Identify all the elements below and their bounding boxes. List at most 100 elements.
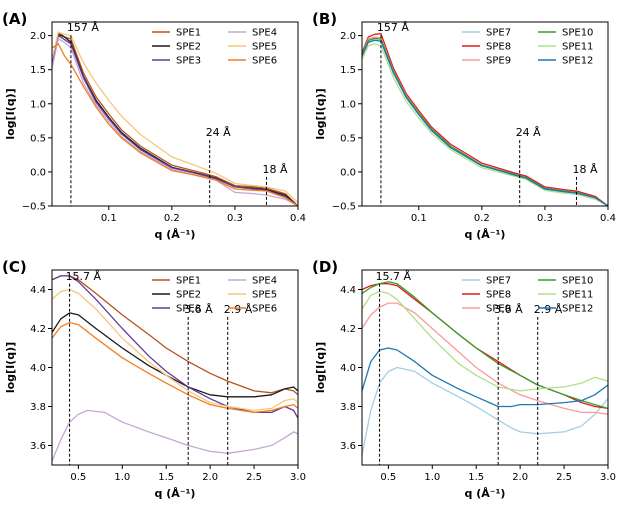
- legend-label-spe1: SPE1: [176, 28, 201, 39]
- panel-label: (C): [2, 258, 27, 276]
- x-tick-label: 0.2: [164, 213, 180, 224]
- x-tick-label: 1.0: [424, 472, 440, 483]
- x-tick-label: 2.5: [556, 472, 572, 483]
- x-tick-label: 0.5: [380, 472, 396, 483]
- annotation-label-3: 2.9 Å: [534, 303, 563, 316]
- chart-panel-1: 157 Å 24 Å 18 Å 0.1 0.2 0.3 0.4 −0.5 0.0 0.5 1.0 1.…: [2, 10, 306, 241]
- x-axis-label: q (Å⁻¹): [465, 228, 506, 241]
- series-line-spe4: [52, 409, 298, 462]
- legend: SPE1 SPE2 SPE3 SPE4 SPE5 SPE6: [152, 276, 277, 315]
- series-line-spe3: [52, 275, 298, 419]
- x-tick-label: 3.0: [600, 472, 616, 483]
- legend-label-spe4: SPE4: [252, 276, 277, 287]
- y-tick-label: 1.0: [340, 99, 356, 110]
- legend-label-spe7: SPE7: [486, 28, 511, 39]
- legend-label-spe2: SPE2: [176, 290, 201, 301]
- y-tick-label: 3.8: [30, 402, 46, 413]
- y-tick-label: 0.5: [340, 133, 356, 144]
- series-line-spe6: [52, 321, 298, 414]
- x-axis-label: q (Å⁻¹): [155, 487, 196, 500]
- series-line-spe5: [52, 288, 298, 412]
- legend-label-spe10: SPE10: [562, 28, 593, 39]
- legend-label-spe1: SPE1: [176, 276, 201, 287]
- legend-label-spe11: SPE11: [562, 42, 593, 53]
- series-line-spe11: [362, 43, 608, 206]
- legend-label-spe12: SPE12: [562, 304, 593, 315]
- legend-label-spe3: SPE3: [176, 56, 201, 67]
- chart-panel-2: 157 Å 24 Å 18 Å 0.1 0.2 0.3 0.4 −0.5 0.0 0.5 1.0 1.…: [312, 10, 616, 241]
- series-line-spe2: [52, 312, 298, 398]
- y-tick-label: 0.0: [30, 167, 46, 178]
- plot-frame: [361, 21, 609, 207]
- legend-label-spe8: SPE8: [486, 290, 511, 301]
- series-line-spe10: [362, 37, 608, 206]
- y-tick-label: 2.0: [30, 31, 46, 42]
- x-tick-label: 0.4: [600, 213, 616, 224]
- y-tick-label: 1.5: [30, 65, 46, 76]
- series-line-spe8: [362, 32, 608, 206]
- y-tick-label: −0.5: [22, 202, 46, 213]
- panel-label: (B): [312, 10, 337, 28]
- panel-label: (A): [2, 10, 27, 28]
- legend: SPE1 SPE2 SPE3 SPE4 SPE5 SPE6: [152, 28, 277, 67]
- series-group: [52, 275, 298, 462]
- annotation-label-2: 24 Å: [206, 126, 231, 139]
- x-axis-label: q (Å⁻¹): [465, 487, 506, 500]
- y-tick-label: 4.2: [340, 324, 356, 335]
- series-line-spe11: [362, 290, 608, 392]
- y-axis-label: log[I(q)]: [314, 88, 327, 139]
- series-line-spe5: [52, 31, 298, 204]
- series-line-spe10: [362, 281, 608, 410]
- series-line-spe12: [362, 39, 608, 206]
- x-tick-label: 2.0: [512, 472, 528, 483]
- x-tick-label: 0.2: [474, 213, 490, 224]
- chart-panel-4: 15.7 Å 3.6 Å 2.9 Å 0.5 1.0 1.5 2.0 2.5 3.0 3.6 3.8…: [312, 258, 616, 500]
- y-tick-label: 4.0: [340, 363, 356, 374]
- annotation-label-3: 18 Å: [572, 163, 597, 176]
- legend-label-spe5: SPE5: [252, 290, 277, 301]
- y-tick-label: 0.5: [30, 133, 46, 144]
- y-axis-label: log[I(q)]: [4, 342, 17, 393]
- y-axis-label: log[I(q)]: [4, 88, 17, 139]
- annotation-label-1: 157 Å: [67, 21, 99, 34]
- legend-label-spe8: SPE8: [486, 42, 511, 53]
- x-tick-label: 0.1: [411, 213, 427, 224]
- series-group: [362, 281, 608, 456]
- x-tick-label: 0.3: [537, 213, 553, 224]
- legend-label-spe10: SPE10: [562, 276, 593, 287]
- annotation-label-2: 24 Å: [516, 126, 541, 139]
- series-line-spe3: [52, 34, 298, 206]
- legend-label-spe7: SPE7: [486, 276, 511, 287]
- y-tick-label: 1.0: [30, 99, 46, 110]
- legend: SPE7 SPE8 SPE9 SPE10 SPE11 SPE12: [462, 276, 593, 315]
- panel-label: (D): [312, 258, 338, 276]
- legend-label-spe4: SPE4: [252, 28, 277, 39]
- x-tick-label: 0.3: [227, 213, 243, 224]
- y-tick-label: 4.4: [30, 285, 46, 296]
- y-tick-label: 3.6: [30, 441, 46, 452]
- x-axis-label: q (Å⁻¹): [155, 228, 196, 241]
- y-tick-label: 4.2: [30, 324, 46, 335]
- x-tick-label: 1.5: [468, 472, 484, 483]
- x-tick-label: 1.0: [114, 472, 130, 483]
- y-tick-label: 0.0: [340, 167, 356, 178]
- series-line-spe4: [52, 38, 298, 206]
- y-tick-label: 1.5: [340, 65, 356, 76]
- y-tick-label: 4.4: [340, 285, 356, 296]
- series-line-spe1: [52, 31, 298, 206]
- series-line-spe1: [52, 275, 298, 396]
- series-line-spe12: [362, 347, 608, 408]
- legend-label-spe6: SPE6: [252, 56, 277, 67]
- legend-label-spe9: SPE9: [486, 304, 511, 315]
- plot-frame: [51, 21, 299, 207]
- legend-label-spe5: SPE5: [252, 42, 277, 53]
- legend: SPE7 SPE8 SPE9 SPE10 SPE11 SPE12: [462, 28, 593, 67]
- series-line-spe8: [362, 283, 608, 410]
- x-tick-label: 1.5: [158, 472, 174, 483]
- y-tick-label: 4.0: [30, 363, 46, 374]
- x-tick-label: 0.1: [101, 213, 117, 224]
- annotation-label-3: 2.9 Å: [224, 303, 253, 316]
- series-line-spe9: [362, 302, 608, 415]
- annotation-label-1: 15.7 Å: [376, 270, 412, 283]
